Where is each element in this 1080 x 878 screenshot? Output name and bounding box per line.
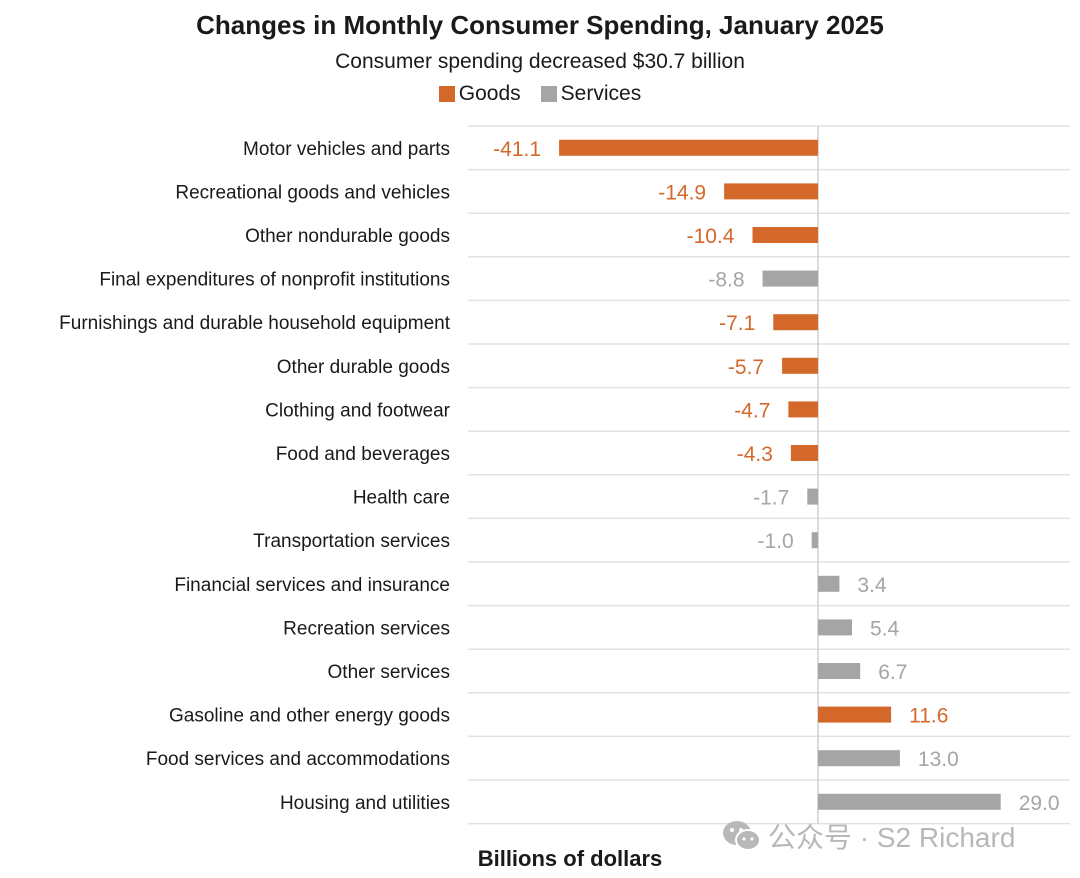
category-label: Motor vehicles and parts (243, 139, 450, 160)
category-label: Other nondurable goods (245, 226, 450, 247)
category-label: Recreational goods and vehicles (175, 182, 450, 203)
data-label: -14.9 (658, 181, 706, 204)
bar (724, 183, 818, 200)
category-label: Financial services and insurance (174, 575, 450, 596)
legend-item-services: Services (540, 82, 642, 106)
category-label: Recreation services (283, 618, 450, 639)
wechat-icon (723, 821, 761, 851)
data-label: 5.4 (870, 617, 900, 640)
bar (818, 575, 840, 592)
data-label: -10.4 (687, 225, 735, 248)
data-label: -1.7 (753, 487, 789, 510)
bar (788, 401, 818, 418)
category-label: Final expenditures of nonprofit institut… (99, 270, 450, 291)
legend-swatch-services (540, 86, 557, 102)
bar (752, 227, 818, 243)
data-label: 3.4 (857, 574, 887, 597)
legend-label-goods: Goods (458, 82, 521, 105)
bar (773, 314, 818, 331)
x-axis-label: Billions of dollars (477, 846, 663, 871)
bar (818, 750, 900, 767)
chart-subtitle: Consumer spending decreased $30.7 billio… (335, 50, 745, 73)
data-label: 29.0 (1019, 792, 1060, 815)
legend-swatch-goods (438, 86, 455, 102)
data-label: -4.3 (737, 443, 773, 466)
bar (807, 488, 818, 505)
category-label: Food services and accommodations (146, 749, 450, 770)
legend-item-goods: Goods (438, 82, 521, 106)
bar (818, 793, 1001, 810)
data-label: -8.8 (708, 269, 744, 292)
category-label: Clothing and footwear (265, 400, 451, 421)
category-label: Health care (353, 488, 450, 509)
bar (818, 706, 892, 723)
data-label: -1.0 (758, 530, 794, 553)
category-label: Other durable goods (277, 357, 450, 378)
watermark: 公众号 · S2 Richard (722, 816, 1015, 856)
data-label: -4.7 (734, 399, 770, 422)
data-label: 6.7 (878, 661, 907, 684)
bar (559, 139, 818, 156)
data-label: -7.1 (719, 312, 755, 335)
chart-legend: Goods Services (0, 82, 1080, 106)
category-label: Other services (328, 662, 450, 683)
category-label: Furnishings and durable household equipm… (59, 313, 451, 334)
category-label: Food and beverages (276, 444, 450, 465)
data-label: -5.7 (728, 356, 764, 379)
data-label: 13.0 (918, 748, 959, 771)
chart-title: Changes in Monthly Consumer Spending, Ja… (196, 10, 884, 40)
bar (790, 445, 818, 461)
bar (762, 270, 818, 287)
data-label: -41.1 (493, 138, 541, 161)
category-label: Transportation services (253, 531, 450, 552)
category-label: Gasoline and other energy goods (169, 706, 450, 727)
watermark-text: 公众号 · S2 Richard (768, 822, 1016, 853)
legend-label-services: Services (560, 82, 642, 105)
bar (782, 357, 818, 374)
bar (811, 532, 818, 549)
bar (818, 663, 861, 679)
data-label: 11.6 (909, 705, 948, 728)
category-label: Housing and utilities (280, 793, 450, 814)
bar (818, 619, 853, 636)
